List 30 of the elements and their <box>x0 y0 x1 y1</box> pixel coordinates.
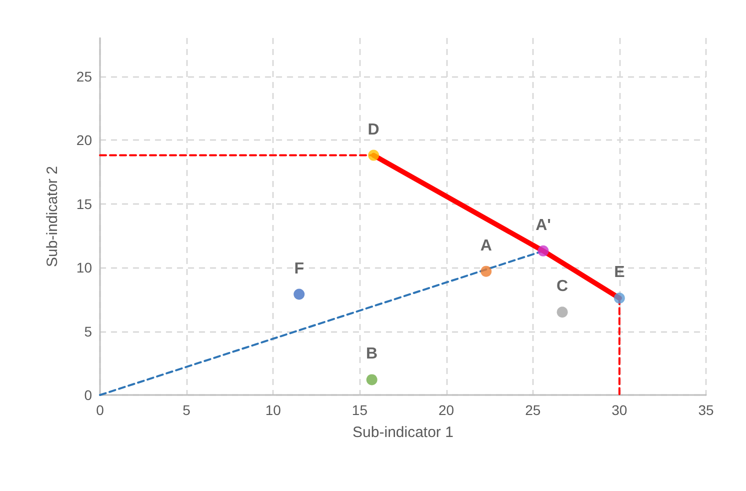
x-tick-label: 15 <box>352 402 368 418</box>
point <box>366 374 378 386</box>
x-axis-title: Sub-indicator 1 <box>352 424 454 441</box>
y-tick-label: 0 <box>84 387 92 403</box>
point <box>368 150 380 161</box>
series-label: E <box>614 264 626 282</box>
x-tick-label: 30 <box>612 402 628 418</box>
y-tick-label: 25 <box>76 68 92 84</box>
series-label: B <box>366 346 378 363</box>
y-axis-title: Sub-indicator 2 <box>44 166 61 267</box>
x-tick-label: 10 <box>265 402 282 418</box>
point <box>294 288 305 300</box>
series-label: D <box>368 121 380 138</box>
x-tick-label: 20 <box>438 402 454 418</box>
series-label: F <box>294 260 304 278</box>
x-tick-label: 5 <box>182 402 191 418</box>
x-tick-label: 0 <box>96 402 104 418</box>
x-tick-label: 25 <box>525 402 541 418</box>
y-tick-label: 15 <box>76 196 92 212</box>
point <box>614 292 625 304</box>
x-tick-label: 35 <box>698 402 714 418</box>
y-tick-label: 20 <box>76 132 92 148</box>
y-tick-label: 10 <box>76 260 92 276</box>
series-label: A <box>480 237 492 254</box>
point <box>480 266 492 277</box>
series-label: A' <box>536 216 551 234</box>
point <box>538 245 549 256</box>
series-label: C <box>556 278 569 296</box>
y-tick-label: 5 <box>84 323 92 340</box>
point <box>556 306 568 318</box>
